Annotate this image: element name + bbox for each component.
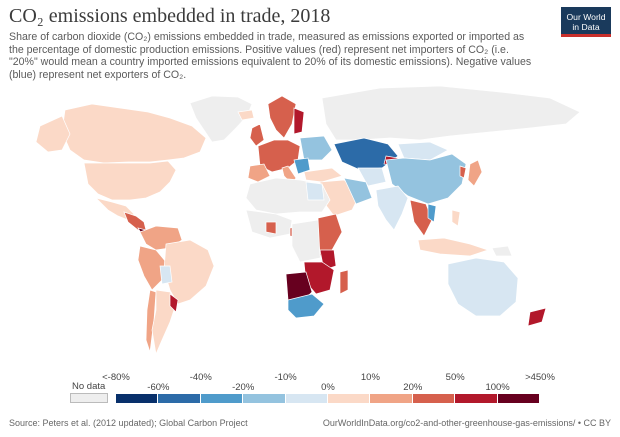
region-central-america[interactable] (123, 211, 147, 231)
license-link[interactable]: OurWorldInData.org/co2-and-other-greenho… (322, 418, 611, 428)
map-regions (35, 85, 581, 356)
region-iceland[interactable] (237, 109, 255, 121)
region-egypt[interactable] (305, 181, 325, 201)
region-philippines[interactable] (451, 209, 461, 227)
chart-title: CO₂ emissions embedded in trade, 2018 (9, 5, 331, 27)
region-south-africa[interactable] (287, 293, 325, 319)
logo-line-1: Our World (566, 12, 606, 22)
region-paraguay[interactable] (169, 293, 179, 313)
region-southeast-asia[interactable] (409, 199, 433, 237)
region-australia[interactable] (447, 257, 519, 317)
region-balkans[interactable] (293, 157, 311, 175)
region-korea[interactable] (459, 165, 467, 179)
region-bolivia[interactable] (159, 265, 173, 285)
region-usa[interactable] (83, 160, 177, 201)
region-japan[interactable] (467, 159, 483, 187)
region-eastern-europe[interactable] (299, 135, 333, 161)
region-papua-new-guinea[interactable] (491, 245, 513, 257)
region-cote-divoire[interactable] (265, 221, 277, 235)
region-indonesia[interactable] (417, 237, 490, 257)
region-new-zealand[interactable] (527, 307, 547, 327)
region-canada[interactable] (61, 103, 207, 164)
owid-logo[interactable]: Our World in Data (561, 7, 611, 37)
region-iran[interactable] (343, 177, 373, 205)
region-central-asia[interactable] (357, 167, 387, 187)
region-greenland[interactable] (189, 95, 253, 143)
logo-line-2: in Data (572, 22, 600, 32)
region-vietnam[interactable] (427, 203, 437, 223)
chart-subtitle: Share of carbon dioxide (CO₂) emissions … (9, 31, 532, 81)
region-alaska[interactable] (35, 115, 71, 153)
region-mongolia[interactable] (397, 141, 449, 161)
region-finland[interactable] (293, 107, 305, 135)
region-russia[interactable] (321, 85, 581, 141)
source-note: Source: Peters et al. (2012 updated); Gl… (9, 418, 248, 428)
region-ecuador-peru[interactable] (137, 245, 167, 291)
region-uk[interactable] (249, 123, 265, 147)
region-iberia[interactable] (247, 163, 271, 183)
region-scandinavia[interactable] (267, 95, 297, 139)
region-india[interactable] (375, 185, 409, 231)
region-madagascar[interactable] (339, 269, 349, 295)
region-turkey[interactable] (303, 167, 343, 183)
